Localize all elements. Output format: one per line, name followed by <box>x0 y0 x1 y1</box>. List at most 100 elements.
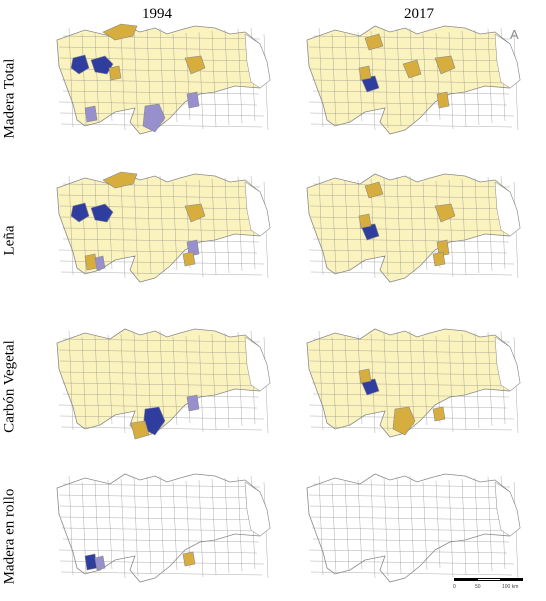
municipality-border <box>311 227 512 232</box>
municipality-border <box>62 483 261 488</box>
municipality-medium <box>432 406 446 422</box>
municipality-border <box>312 338 511 343</box>
state-outline <box>56 25 271 135</box>
map-lena-2017 <box>306 173 521 283</box>
municipality-border <box>94 480 100 572</box>
coastal-municipalities <box>244 181 271 237</box>
municipality-border <box>357 31 363 122</box>
municipality-border <box>237 28 243 124</box>
municipality-border <box>309 57 516 62</box>
municipality-border <box>461 333 467 431</box>
municipality-high-medium <box>84 105 98 123</box>
row-label-lena: Leña <box>1 225 18 256</box>
municipality-border <box>310 571 513 576</box>
municipality-border <box>81 336 87 429</box>
municipality-border <box>198 479 204 578</box>
column-title-1994: 1994 <box>142 6 172 22</box>
municipality-border <box>318 475 324 576</box>
municipality-border <box>370 478 376 579</box>
municipality-border <box>409 475 415 573</box>
municipality-border <box>58 404 258 409</box>
municipality-border <box>344 32 350 124</box>
municipality-border <box>224 477 230 574</box>
municipality-border <box>58 349 259 354</box>
state-outline <box>56 473 271 583</box>
municipality-border <box>311 527 512 532</box>
municipality-high <box>70 202 90 223</box>
coastal-municipalities <box>244 481 271 537</box>
municipality-border <box>146 176 152 275</box>
state-outline <box>306 473 521 583</box>
municipality-border <box>58 101 258 106</box>
municipality-border <box>68 175 74 276</box>
municipality-border <box>211 333 217 431</box>
municipality-border <box>60 123 263 128</box>
municipality-border <box>198 334 204 433</box>
municipality-border <box>308 101 508 106</box>
municipality-border <box>61 227 262 232</box>
municipality-border <box>344 480 350 572</box>
municipality-border <box>62 35 261 40</box>
coastal-municipalities <box>494 181 521 237</box>
municipality-border <box>357 479 363 570</box>
municipality-border <box>309 505 516 510</box>
municipality-border <box>224 29 230 126</box>
municipality-border <box>198 179 204 278</box>
municipality-border <box>461 478 467 576</box>
municipality-border <box>344 180 350 272</box>
municipality-border <box>357 334 363 425</box>
municipality-border <box>474 477 480 574</box>
municipality-border <box>237 331 243 427</box>
municipality-border <box>68 475 74 576</box>
municipality-border <box>159 475 165 573</box>
municipality-border <box>308 46 509 51</box>
map-carbon-vegetal-2017 <box>306 328 521 438</box>
municipality-border <box>120 478 126 579</box>
municipality-border <box>409 330 415 428</box>
north-arrow-icon: A <box>510 27 519 42</box>
municipality-border <box>312 183 511 188</box>
row-label-madera-en-rollo: Madera en rollo <box>1 488 18 585</box>
municipality-border <box>120 30 126 131</box>
municipality-border <box>198 31 204 130</box>
coastal-municipalities <box>494 481 521 537</box>
municipality-border <box>61 527 262 532</box>
municipality-border <box>58 249 258 254</box>
municipality-border <box>107 479 113 570</box>
municipality-border <box>487 331 493 427</box>
municipality-border <box>62 538 260 543</box>
state-outline <box>56 328 271 438</box>
state-outline <box>306 25 521 135</box>
municipality-border <box>396 176 402 275</box>
municipality-medium <box>184 55 206 75</box>
municipality-border <box>62 338 261 343</box>
municipality-border <box>159 175 165 273</box>
municipality-border <box>120 333 126 434</box>
municipality-border <box>383 177 389 277</box>
municipality-medium <box>182 251 196 267</box>
municipality-high-medium <box>186 91 200 109</box>
municipality-border <box>59 57 266 62</box>
municipality-border <box>60 516 264 521</box>
row-label-carbon-vegetal: Carbón Vegetal <box>1 340 18 433</box>
municipality-border <box>58 549 258 554</box>
municipality-border <box>474 177 480 274</box>
municipality-medium <box>358 368 372 384</box>
municipality-border <box>133 29 139 129</box>
municipality-border <box>309 260 515 265</box>
map-lena-1994 <box>56 171 271 283</box>
coastal-municipalities <box>494 336 521 392</box>
municipality-border <box>133 177 139 277</box>
municipality-medium <box>432 251 446 267</box>
municipality-border <box>211 178 217 276</box>
municipality-medium <box>402 59 422 79</box>
row-label-madera-total: Madera Total <box>1 58 18 139</box>
municipality-border <box>60 426 263 431</box>
municipality-border <box>474 332 480 429</box>
municipality-high <box>84 553 98 571</box>
municipality-border <box>308 249 508 254</box>
municipality-border <box>58 46 259 51</box>
municipality-medium <box>436 239 450 257</box>
map-madera-en-rollo-1994 <box>56 473 271 583</box>
municipality-border <box>448 334 454 433</box>
